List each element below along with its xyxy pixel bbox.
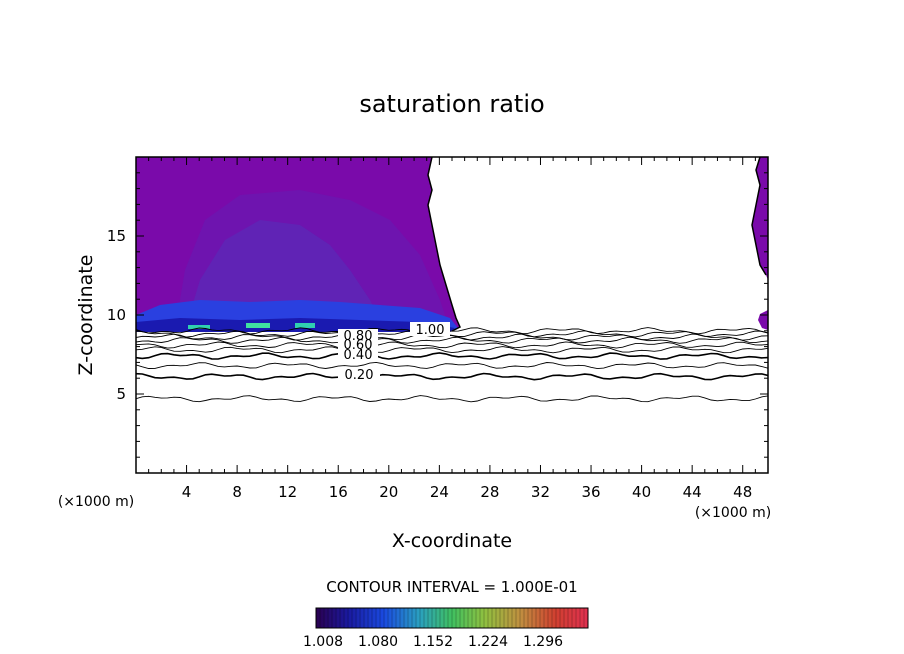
colorbar-label: 1.152 <box>413 634 453 650</box>
x-tick-label: 28 <box>480 483 499 501</box>
contour-label-group: 1.00 0.80 0.60 0.40 0.20 <box>338 322 450 383</box>
supersaturated-region-right-low <box>758 310 768 330</box>
contour-line <box>136 372 768 381</box>
contour-label-0-20: 0.20 <box>345 368 374 383</box>
x-tick-label: 40 <box>632 483 651 501</box>
x-tick-label: 8 <box>232 483 242 501</box>
y-axis-label: Z-coordinate <box>75 255 97 376</box>
x-tick-label: 48 <box>733 483 752 501</box>
contour-line <box>136 327 768 335</box>
chart-title: saturation ratio <box>359 90 544 118</box>
cloud-boundary-left <box>427 157 461 332</box>
colorbar-stripes <box>319 608 585 628</box>
supersaturated-region-right <box>752 157 768 280</box>
x-tick-label: 16 <box>329 483 348 501</box>
contour-line <box>136 361 768 370</box>
x-axis-label: X-coordinate <box>392 530 512 552</box>
x-tick-label: 32 <box>531 483 550 501</box>
contour-label-0-80: 0.80 <box>344 329 373 344</box>
y-tick-labels: 5 10 15 <box>107 227 126 403</box>
colorbar-labels: 1.008 1.080 1.152 1.224 1.296 <box>303 634 563 650</box>
cyan-spot-3 <box>295 323 315 328</box>
x-tick-label: 44 <box>683 483 702 501</box>
x-unit-label: (×1000 m) <box>695 505 771 521</box>
colorbar-label: 1.296 <box>523 634 563 650</box>
contour-label-0-40: 0.40 <box>344 348 373 363</box>
contour-label-1-00: 1.00 <box>416 323 445 338</box>
colorbar-label: 1.008 <box>303 634 343 650</box>
contour-line <box>136 336 768 344</box>
colorbar-label: 1.080 <box>358 634 398 650</box>
y-tick-label: 10 <box>107 306 126 324</box>
x-tick-labels: 4 8 12 16 20 24 28 32 36 40 44 48 <box>182 483 752 501</box>
contour-label-0-60: 0.60 <box>344 338 373 353</box>
contour-line <box>136 346 768 354</box>
x-tick-label: 20 <box>379 483 398 501</box>
y-unit-label: (×1000 m) <box>58 494 134 510</box>
cyan-spot-1 <box>188 325 210 329</box>
contour-interval-text: CONTOUR INTERVAL = 1.000E-01 <box>326 578 577 596</box>
x-tick-label: 24 <box>430 483 449 501</box>
x-tick-label: 4 <box>182 483 192 501</box>
y-tick-label: 15 <box>107 227 126 245</box>
contour-line <box>136 352 768 360</box>
y-tick-label: 5 <box>116 385 126 403</box>
contour-line <box>136 395 768 403</box>
contour-lines <box>136 327 768 403</box>
contour-line <box>136 341 768 349</box>
cloud-boundary-right <box>751 157 767 276</box>
x-tick-label: 12 <box>278 483 297 501</box>
cyan-spot-2 <box>246 323 270 328</box>
contour-line <box>136 330 768 338</box>
x-tick-label: 36 <box>581 483 600 501</box>
colorbar-label: 1.224 <box>468 634 508 650</box>
axis-ticks <box>136 157 768 473</box>
